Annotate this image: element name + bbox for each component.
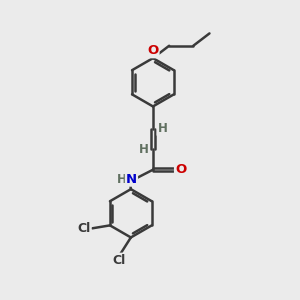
Text: Cl: Cl bbox=[112, 254, 126, 267]
Text: H: H bbox=[139, 142, 148, 156]
Text: H: H bbox=[158, 122, 167, 135]
Text: O: O bbox=[147, 44, 159, 57]
Text: O: O bbox=[175, 163, 186, 176]
Text: Cl: Cl bbox=[77, 222, 91, 235]
Text: N: N bbox=[126, 172, 137, 186]
Text: H: H bbox=[117, 172, 127, 186]
